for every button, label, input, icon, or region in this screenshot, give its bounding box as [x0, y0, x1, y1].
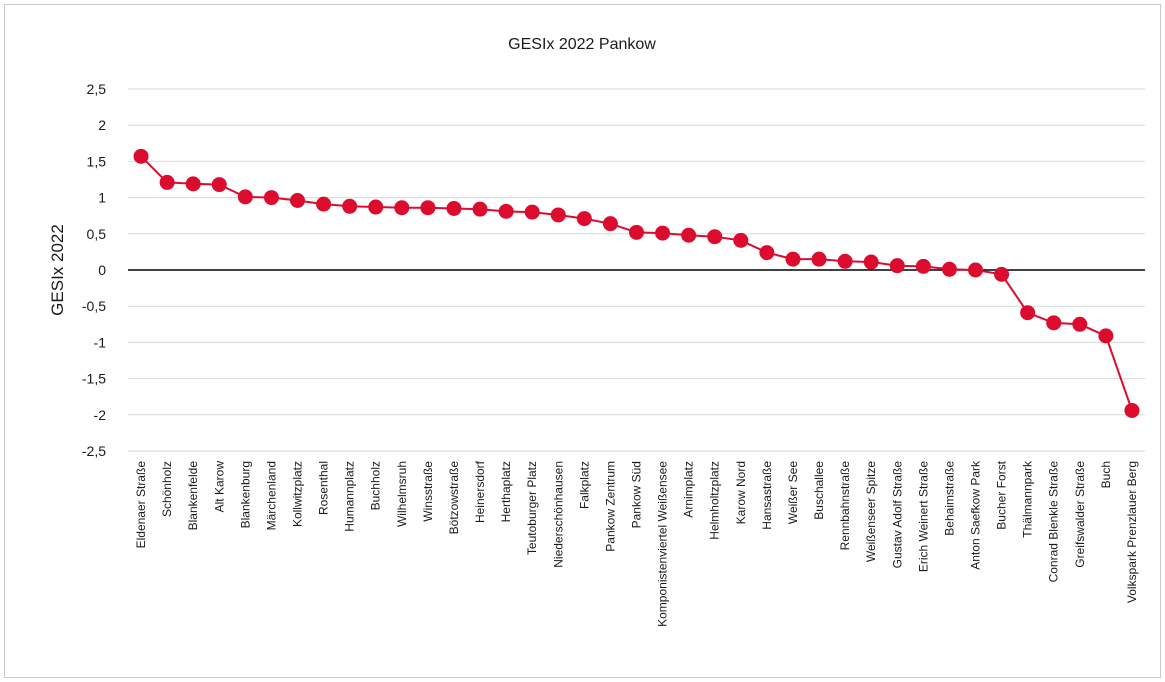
data-points [133, 148, 1140, 418]
x-tick-label: Blankenfelde [186, 461, 200, 531]
x-tick-label: Wilhelmsruh [395, 461, 409, 527]
data-point [1072, 316, 1088, 332]
data-point [707, 229, 723, 245]
x-tick-label: Winsstraße [421, 461, 435, 522]
gridlines [128, 88, 1145, 452]
x-tick-label: Humannplatz [343, 461, 357, 532]
data-point [602, 216, 618, 232]
data-point [1124, 402, 1140, 418]
x-tick-label: Weißenseer Spitze [864, 461, 878, 562]
data-point [655, 225, 671, 241]
data-point [420, 200, 436, 216]
data-point [785, 251, 801, 267]
data-point [498, 203, 514, 219]
data-point [394, 200, 410, 216]
x-tick-label: Schönholz [160, 461, 174, 517]
x-tick-label: Blankenburg [238, 461, 252, 528]
data-point [733, 232, 749, 248]
y-tick-label: -0,5 [82, 298, 106, 314]
x-tick-label: Karow Nord [734, 461, 748, 524]
data-point [524, 204, 540, 220]
data-point [968, 262, 983, 278]
x-tick-label: Bötzowstraße [447, 461, 461, 535]
y-tick-label: -1,5 [82, 371, 106, 387]
data-point [837, 253, 853, 269]
x-tick-label: Behaimstraße [942, 461, 956, 536]
x-tick-label: Hansastraße [760, 461, 774, 530]
y-tick-label: 0,5 [87, 226, 107, 242]
x-tick-label: Eldenaer Straße [134, 461, 148, 549]
x-tick-label: Helmholtzplatz [708, 461, 722, 540]
data-point [133, 148, 149, 164]
data-point [185, 176, 201, 192]
data-point [316, 196, 332, 212]
data-point [550, 207, 566, 223]
x-tick-label: Kollwitzplatz [291, 461, 305, 527]
y-tick-label: 1,5 [87, 153, 107, 169]
x-tick-label: Falkplatz [577, 461, 591, 509]
x-tick-label: Herthaplatz [499, 461, 513, 522]
y-tick-label: 2,5 [87, 81, 107, 97]
data-point [1098, 328, 1114, 344]
x-tick-label: Conrad Blenkle Straße [1047, 461, 1061, 583]
series-line [140, 155, 1133, 411]
data-point [237, 189, 253, 205]
y-tick-label: 0 [98, 262, 106, 278]
data-point [681, 227, 697, 243]
chart-title: GESIx 2022 Pankow [508, 36, 656, 53]
x-tick-label: Teutoburger Platz [525, 461, 539, 555]
data-point [863, 254, 879, 270]
x-tick-label: Buch [1099, 461, 1113, 488]
data-point [263, 190, 279, 206]
x-tick-label: Buschallee [812, 461, 826, 520]
x-tick-label: Niederschönhausen [551, 461, 565, 568]
data-point [368, 199, 384, 215]
y-tick-label: -1 [94, 334, 107, 350]
y-tick-label: -2,5 [82, 443, 106, 459]
data-point [1046, 315, 1062, 331]
data-point [1020, 305, 1036, 321]
y-tick-label: -2 [94, 407, 107, 423]
data-point [889, 258, 905, 274]
y-axis-ticks: 2,5 2 1,5 1 0,5 0 -0,5 -1 -1,5 -2 -2,5 [82, 81, 106, 459]
x-tick-label: Pankow Zentrum [603, 461, 617, 552]
data-point [629, 224, 644, 240]
data-point [472, 201, 488, 217]
x-tick-label: Thälmannpark [1021, 460, 1035, 538]
x-tick-label: Buchholz [369, 461, 383, 510]
x-tick-label: Alt Karow [212, 461, 226, 513]
x-tick-label: Weißer See [786, 461, 800, 524]
data-point [811, 251, 827, 267]
data-point [994, 266, 1010, 282]
y-tick-label: 2 [98, 117, 106, 133]
y-axis-label: GESIx 2022 [48, 224, 67, 316]
x-tick-label: Bucher Forst [995, 460, 1009, 529]
x-axis-ticks: Eldenaer Straße Schönholz Blankenfelde Alt … [134, 460, 1139, 627]
x-tick-label: Greifswalder Straße [1073, 461, 1087, 568]
data-point [915, 258, 931, 274]
x-tick-label: Märchenland [264, 461, 278, 530]
data-point [290, 192, 305, 208]
x-tick-label: Volkspark Prenzlauer Berg [1125, 461, 1139, 603]
data-point [211, 177, 227, 193]
data-point [941, 261, 957, 277]
y-tick-label: 1 [98, 190, 106, 206]
x-tick-label: Komponistenviertel Weißensee [656, 461, 670, 627]
chart-frame [4, 4, 1161, 678]
x-tick-label: Pankow Süd [630, 461, 644, 528]
data-point [159, 174, 175, 190]
x-tick-label: Rosenthal [317, 461, 331, 515]
x-tick-label: Anton Saefkow Park [969, 460, 983, 570]
data-point [759, 245, 775, 261]
x-tick-label: Heinersdorf [473, 460, 487, 523]
x-tick-label: Erich Weinert Straße [916, 461, 930, 572]
x-tick-label: Arnimplatz [682, 461, 696, 518]
data-point [446, 200, 462, 216]
data-point [342, 198, 358, 214]
x-tick-label: Gustav Adolf Straße [890, 461, 904, 569]
x-tick-label: Rennbahnstraße [838, 461, 852, 551]
data-point [576, 211, 592, 227]
